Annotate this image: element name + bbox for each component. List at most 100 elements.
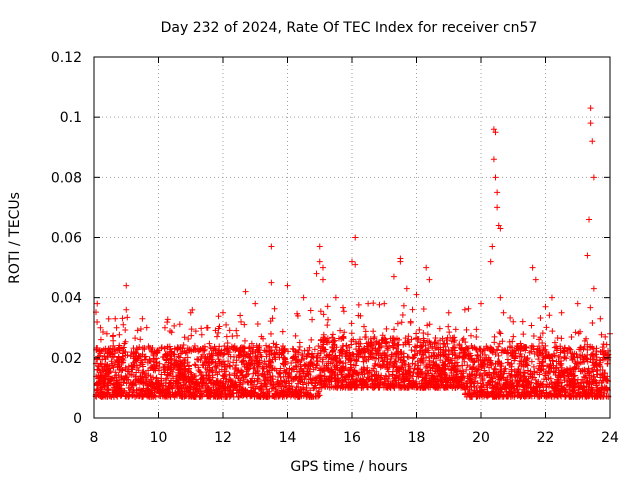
data-point (473, 334, 480, 341)
data-point (467, 332, 474, 339)
data-point (557, 349, 564, 356)
data-point (552, 372, 559, 379)
y-tick-label: 0.08 (51, 170, 82, 186)
data-point (420, 305, 427, 312)
data-point (588, 372, 595, 379)
data-point (315, 342, 322, 349)
data-point (572, 329, 579, 336)
data-point (384, 364, 391, 371)
data-point (509, 338, 516, 345)
data-point (546, 312, 553, 319)
data-point (408, 336, 415, 343)
data-point (241, 337, 248, 344)
data-point (353, 357, 360, 364)
data-point (585, 365, 592, 372)
data-point (324, 322, 331, 329)
data-point (122, 364, 129, 371)
data-point (296, 368, 303, 375)
data-point (416, 326, 423, 333)
data-point (463, 366, 470, 373)
x-tick-label: 22 (537, 430, 555, 446)
data-point (335, 377, 342, 384)
data-point (237, 312, 244, 319)
data-point (402, 367, 409, 374)
data-point (510, 333, 517, 340)
data-point (495, 343, 502, 350)
data-point (248, 340, 255, 347)
data-point (230, 353, 237, 360)
data-point (215, 313, 222, 320)
data-point (255, 360, 262, 367)
data-point (415, 362, 422, 369)
data-point (359, 371, 366, 378)
data-point (543, 324, 550, 331)
data-point (419, 377, 426, 384)
data-point (224, 340, 231, 347)
data-point (271, 365, 278, 372)
data-point (604, 352, 611, 359)
data-point (391, 326, 398, 333)
data-point (593, 345, 600, 352)
data-point (267, 330, 274, 337)
data-point (469, 344, 476, 351)
data-point (238, 318, 245, 325)
data-point (341, 329, 348, 336)
data-point (263, 353, 270, 360)
data-point (317, 365, 324, 372)
data-point (426, 357, 433, 364)
data-point (185, 336, 192, 343)
data-point (97, 336, 104, 343)
data-point (462, 339, 469, 346)
data-point (567, 350, 574, 357)
data-point (348, 320, 355, 327)
data-point (543, 384, 550, 391)
data-points (92, 105, 613, 400)
data-point (496, 329, 503, 336)
data-point (206, 340, 213, 347)
y-tick-label: 0 (73, 411, 82, 427)
data-point (537, 315, 544, 322)
x-tick-label: 10 (150, 430, 168, 446)
data-point (198, 325, 205, 332)
x-tick-label: 12 (214, 430, 232, 446)
x-axis-title: GPS time / hours (290, 459, 407, 475)
data-point (251, 364, 258, 371)
x-tick-label: 8 (90, 430, 99, 446)
data-point (456, 353, 463, 360)
data-point (553, 364, 560, 371)
y-tick-label: 0.12 (51, 50, 82, 66)
data-point (319, 358, 326, 365)
data-point (366, 369, 373, 376)
data-point (598, 331, 605, 338)
data-point (463, 326, 470, 333)
data-point (116, 331, 123, 338)
y-tick-label: 0.04 (51, 291, 82, 307)
data-point (362, 328, 369, 335)
data-point (353, 358, 360, 365)
data-point (376, 301, 383, 308)
data-point (502, 365, 509, 372)
data-point (603, 341, 610, 348)
data-point (119, 315, 126, 322)
data-point (137, 336, 144, 343)
data-point (355, 312, 362, 319)
x-tick-label: 18 (408, 430, 426, 446)
grid (94, 57, 610, 418)
data-point (424, 322, 431, 329)
data-point (132, 393, 139, 400)
y-tick-label: 0.02 (51, 351, 82, 367)
data-point (324, 303, 331, 310)
data-point (199, 379, 206, 386)
data-point (436, 325, 443, 332)
data-point (191, 342, 198, 349)
chart-title: Day 232 of 2024, Rate Of TEC Index for r… (161, 20, 538, 36)
data-point (573, 351, 580, 358)
data-point (112, 315, 119, 322)
data-point (555, 353, 562, 360)
data-point (325, 316, 332, 323)
data-point (180, 341, 187, 348)
data-point (339, 304, 346, 311)
x-tick-label: 14 (279, 430, 297, 446)
data-point (539, 340, 546, 347)
data-point (203, 369, 210, 376)
